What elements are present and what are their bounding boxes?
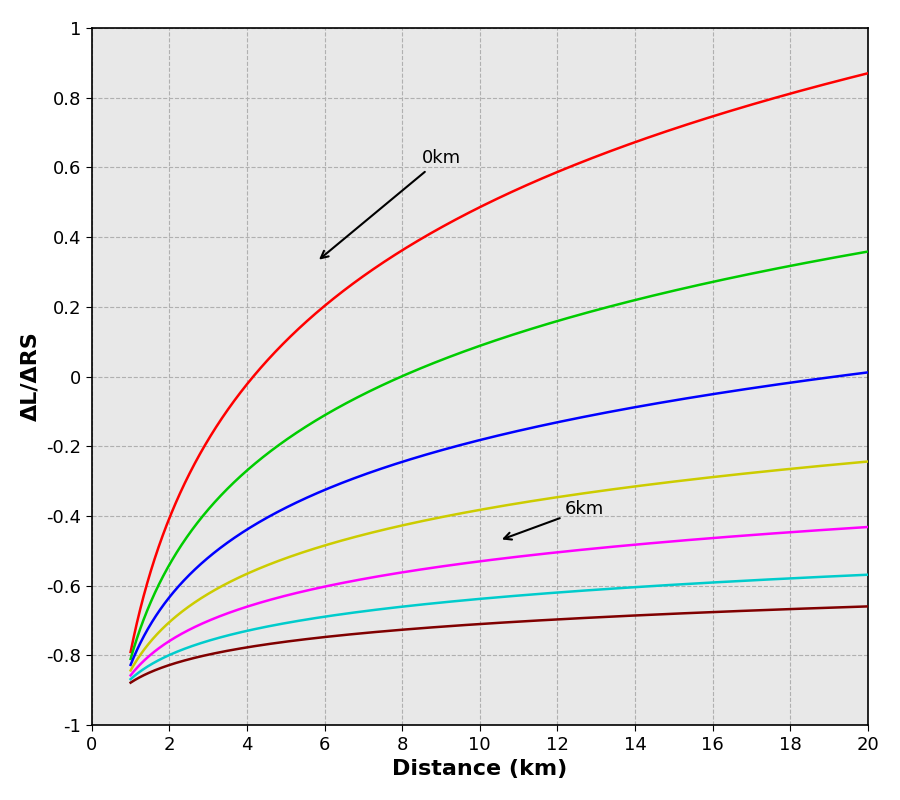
Y-axis label: ΔL/ΔRS: ΔL/ΔRS — [21, 332, 40, 422]
Text: 0km: 0km — [320, 150, 461, 258]
Text: 6km: 6km — [504, 500, 605, 539]
X-axis label: Distance (km): Distance (km) — [392, 759, 567, 779]
